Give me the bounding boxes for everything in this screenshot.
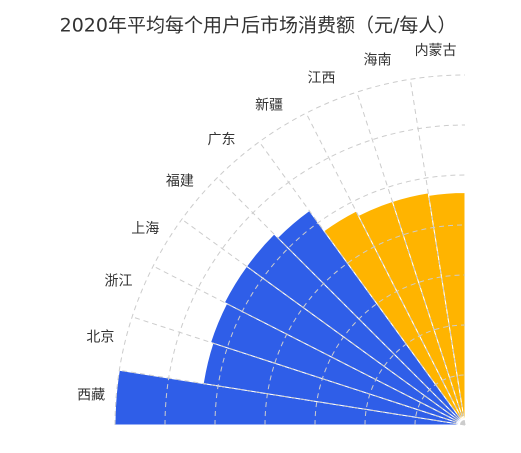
bar [323,210,466,426]
category-label: 北京 [86,329,114,345]
grid-spoke [305,112,466,426]
category-label: 江西 [307,71,335,87]
category-label: 西藏 [77,388,105,404]
chart-title: 2020年平均每个用户后市场消费额（元/每人） [60,15,457,37]
grid-spoke [409,79,466,426]
category-label: 浙江 [105,273,133,289]
grid-spoke [119,369,466,426]
category-label: 新疆 [255,97,283,113]
grid-spoke [131,316,466,426]
grid-ring [214,174,466,426]
grid-spoke [217,177,466,426]
category-label: 上海 [131,221,159,237]
grid-spoke [258,141,466,426]
grid-spoke [152,265,466,426]
category-label: 内蒙古 [415,43,457,59]
grid-ring [364,324,466,426]
grid-ring [314,274,466,426]
category-label: 福建 [166,173,194,189]
grid-ring [114,74,466,426]
category-label: 海南 [363,52,391,68]
grid-spoke [181,218,466,426]
grid-spoke [356,91,466,426]
category-label: 广东 [207,132,235,148]
